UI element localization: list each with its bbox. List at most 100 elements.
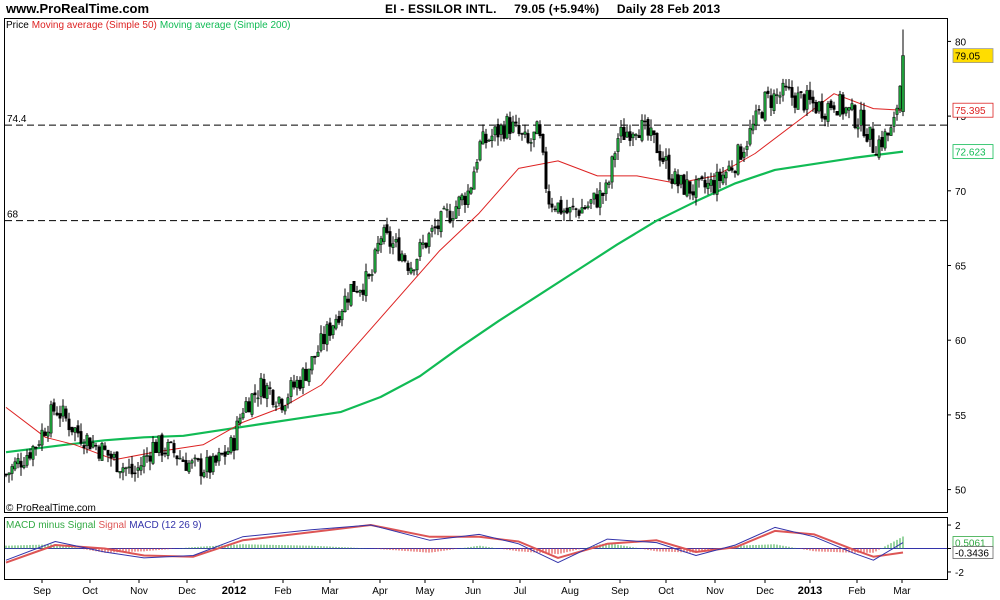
legend-macd-hist: MACD minus Signal (6, 520, 96, 531)
candle-body (556, 202, 560, 213)
last-value-badge (952, 48, 994, 64)
candle-body (841, 94, 845, 115)
x-tick-label: Sep (33, 586, 51, 597)
candle-body (418, 242, 422, 257)
macd-y-tick-label: -2 (955, 568, 964, 579)
candle-body (463, 195, 467, 206)
candle-body (793, 95, 797, 108)
candle-body (238, 417, 242, 424)
candle-body (28, 452, 32, 459)
candle-body (523, 131, 527, 135)
candle-body (538, 124, 542, 137)
candle-body (532, 131, 536, 141)
candle-body (574, 208, 578, 210)
candle-body (505, 115, 509, 139)
candle-body (214, 455, 218, 463)
candle-body (271, 389, 275, 406)
candle-body (229, 437, 233, 453)
candle-body (709, 179, 713, 186)
x-tick-label: May (416, 586, 435, 597)
candle-body (883, 131, 887, 149)
candle-body (277, 396, 281, 404)
candle-body (703, 179, 707, 188)
macd-legend: MACD minus Signal Signal MACD (12 26 9) (6, 520, 205, 531)
candle-body (115, 451, 119, 473)
candle-body (859, 109, 863, 126)
candle-body (652, 130, 656, 135)
candle-body (796, 92, 800, 110)
candle-body (526, 133, 530, 143)
candle-body (589, 199, 593, 204)
candle-body (877, 139, 881, 158)
y-tick-label: 50 (955, 486, 967, 497)
candle-body (856, 126, 860, 130)
candle-body (700, 176, 704, 179)
candle-body (184, 460, 188, 471)
x-tick-label: Dec (756, 586, 774, 597)
candle-body (727, 165, 731, 172)
candle-body (676, 174, 680, 187)
candle-body (817, 101, 821, 112)
candle-body (259, 377, 263, 397)
candle-body (202, 472, 206, 478)
candle-body (634, 134, 638, 136)
candle-body (433, 226, 437, 229)
candle-body (223, 451, 227, 457)
candle-body (805, 90, 809, 110)
candle-body (97, 446, 101, 459)
candle-body (118, 471, 122, 474)
candle-body (73, 427, 77, 433)
candle-body (241, 412, 245, 419)
candle-body (307, 368, 311, 383)
candle-body (697, 177, 701, 181)
candle-body (232, 438, 236, 451)
candle-body (175, 455, 179, 460)
candle-body (619, 126, 623, 137)
candle-body (385, 224, 389, 233)
candle-body (889, 127, 893, 136)
candle-body (724, 171, 728, 179)
candle-body (349, 283, 353, 306)
candle-body (124, 467, 128, 470)
candle-body (121, 467, 125, 473)
x-tick-label: 2013 (798, 585, 822, 597)
candle-body (898, 85, 902, 110)
candle-body (409, 267, 413, 274)
candle-body (355, 291, 359, 293)
copyright: © ProRealTime.com (6, 503, 96, 514)
candle-body (25, 455, 29, 466)
top-bar: www.ProRealTime.com EI - ESSILOR INTL. 7… (0, 0, 1000, 18)
candle-body (406, 262, 410, 271)
candle-body (601, 193, 605, 196)
candle-body (163, 452, 167, 455)
y-tick-label: 60 (955, 336, 967, 347)
candle-body (334, 318, 338, 329)
candle-body (310, 356, 314, 371)
candle-body (313, 355, 317, 358)
candle-body (613, 153, 617, 160)
candle-body (364, 271, 368, 297)
candle-body (58, 413, 62, 419)
candle-body (391, 243, 395, 248)
candle-body (829, 100, 833, 108)
candle-body (157, 435, 161, 453)
candle-body (148, 455, 152, 462)
candle-body (763, 91, 767, 121)
y-tick-label: 65 (955, 262, 967, 273)
candle-body (325, 324, 329, 345)
x-tick-label: Oct (82, 586, 98, 597)
site-logo-text[interactable]: www.ProRealTime.com (6, 1, 150, 16)
legend-ma200: Moving average (Simple 200) (159, 20, 291, 31)
candle-body (748, 128, 752, 145)
y-tick-label: 55 (955, 411, 967, 422)
candle-body (517, 124, 521, 134)
candle-body (586, 205, 590, 209)
candle-body (559, 199, 563, 214)
candle-body (508, 117, 512, 134)
candle-body (478, 141, 482, 161)
candle-body (844, 107, 848, 114)
candle-body (862, 109, 866, 137)
candle-body (754, 110, 758, 126)
candle-body (706, 182, 710, 189)
